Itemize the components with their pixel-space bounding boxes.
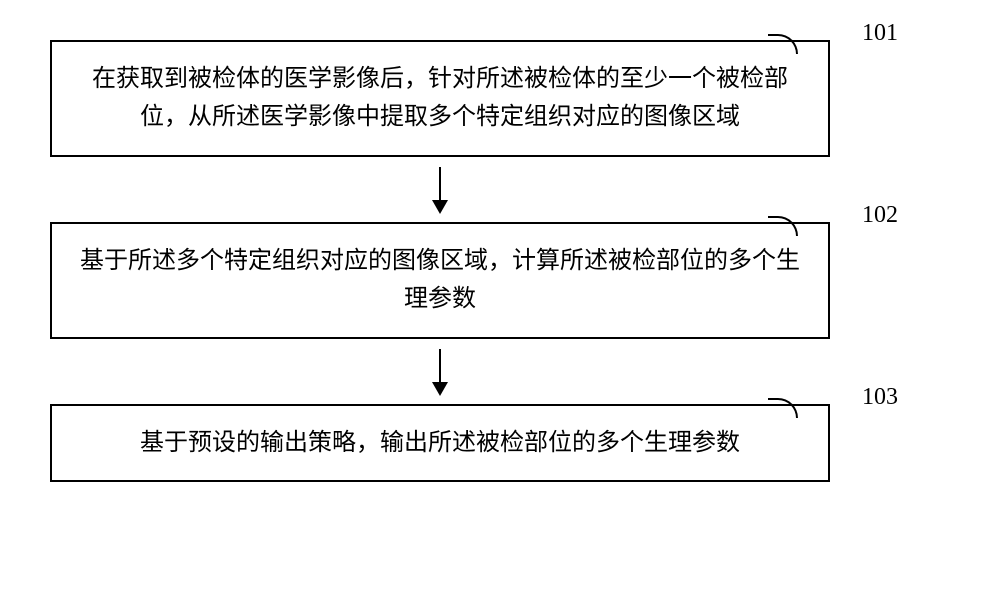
step-text-102: 基于所述多个特定组织对应的图像区域，计算所述被检部位的多个生理参数 bbox=[80, 248, 800, 312]
step-label-102: 102 bbox=[862, 196, 898, 234]
step-text-101: 在获取到被检体的医学影像后，针对所述被检体的至少一个被检部位，从所述医学影像中提… bbox=[92, 66, 788, 130]
step-box-103: 103 基于预设的输出策略，输出所述被检部位的多个生理参数 bbox=[50, 404, 830, 482]
step-box-102: 102 基于所述多个特定组织对应的图像区域，计算所述被检部位的多个生理参数 bbox=[50, 222, 830, 339]
arrow-down-icon bbox=[439, 167, 441, 212]
step-box-101: 101 在获取到被检体的医学影像后，针对所述被检体的至少一个被检部位，从所述医学… bbox=[50, 40, 830, 157]
arrow-container-2 bbox=[50, 339, 830, 404]
step-label-103: 103 bbox=[862, 378, 898, 416]
label-connector bbox=[768, 34, 798, 54]
step-label-101: 101 bbox=[862, 14, 898, 52]
arrow-down-icon bbox=[439, 349, 441, 394]
flowchart-container: 101 在获取到被检体的医学影像后，针对所述被检体的至少一个被检部位，从所述医学… bbox=[50, 40, 830, 482]
arrow-container-1 bbox=[50, 157, 830, 222]
step-text-103: 基于预设的输出策略，输出所述被检部位的多个生理参数 bbox=[140, 430, 740, 456]
